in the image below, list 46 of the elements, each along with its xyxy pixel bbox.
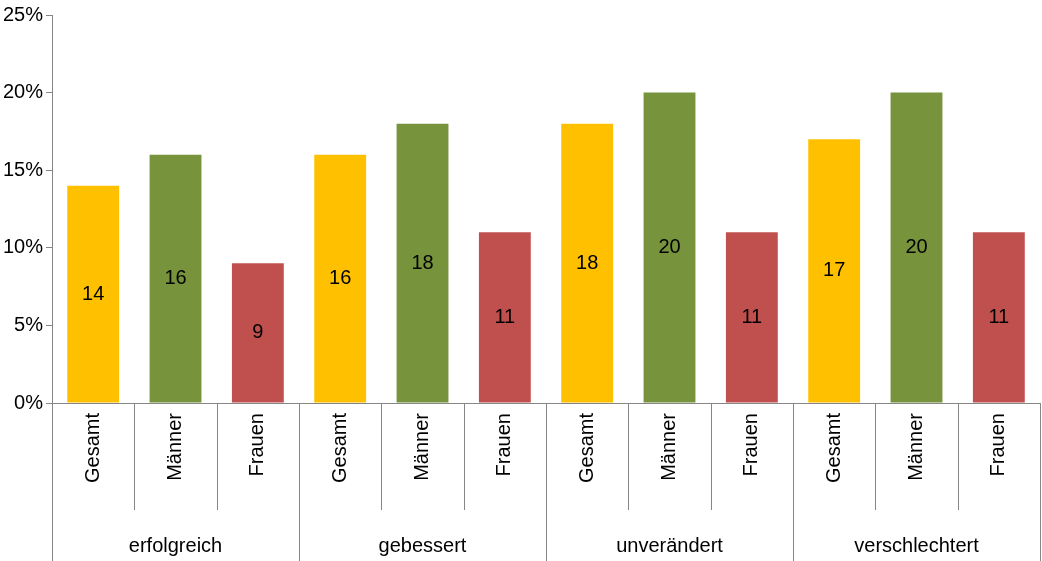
bar [643, 92, 696, 403]
text: Frauen [739, 413, 762, 477]
text: Gesamt [574, 413, 597, 484]
data-label: 9 [252, 320, 264, 343]
text: Männer [657, 413, 680, 481]
data-label: 11 [988, 304, 1010, 327]
text: Frauen [492, 413, 515, 477]
bar [396, 123, 449, 403]
data-label: 16 [164, 266, 187, 289]
bar [972, 232, 1025, 403]
bar [149, 154, 202, 403]
data-label: 17 [823, 258, 846, 281]
bar [725, 232, 778, 403]
bar [478, 232, 531, 403]
text: Männer [904, 413, 927, 481]
data-label: 11 [741, 304, 763, 327]
bar [231, 263, 284, 403]
data-label: 14 [82, 281, 105, 304]
x-tick-label: erfolgreich [128, 533, 223, 556]
text: Gesamt [821, 413, 844, 484]
y-tick-label: 5% [14, 312, 44, 335]
y-tick-label: 10% [3, 235, 44, 258]
bar [561, 123, 614, 403]
y-tick-label: 20% [3, 80, 44, 103]
text: Männer [410, 413, 433, 481]
bar [808, 139, 861, 403]
bar [67, 185, 120, 403]
y-tick-label: 25% [3, 2, 44, 25]
bar [890, 92, 943, 403]
y-tick-label: 15% [3, 157, 44, 180]
data-label: 11 [494, 304, 516, 327]
x-tick-label: verschlechtert [854, 533, 980, 556]
text: Männer [163, 412, 186, 481]
data-label: 18 [576, 250, 599, 273]
data-label: 20 [658, 235, 681, 258]
x-tick-label: unverändert [616, 533, 724, 556]
data-label: 16 [329, 266, 352, 289]
data-label: 18 [411, 250, 434, 273]
data-label: 20 [905, 235, 928, 258]
text: Frauen [245, 413, 268, 477]
text: Gesamt [80, 412, 103, 484]
text: Gesamt [327, 413, 350, 484]
x-tick-label: gebessert [378, 533, 467, 556]
y-tick-label: 0% [14, 390, 44, 413]
text: Frauen [986, 413, 1009, 477]
bar [314, 154, 367, 403]
